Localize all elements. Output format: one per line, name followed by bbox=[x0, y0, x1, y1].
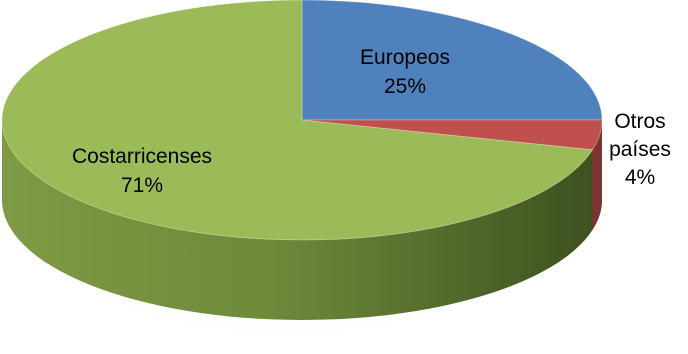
pie-side-otros bbox=[592, 120, 602, 230]
slice-name-label: países bbox=[609, 138, 671, 161]
pie-side-wall bbox=[2, 120, 602, 320]
slice-percent-label: 25% bbox=[384, 75, 426, 98]
slice-percent-label: 71% bbox=[121, 174, 163, 197]
slice-name-label: Otros bbox=[614, 110, 665, 133]
pie-slice-otros-países bbox=[301, 119, 603, 151]
data-label-otros-países: Otros países 4% bbox=[609, 110, 671, 189]
slice-percent-label: 4% bbox=[625, 166, 655, 189]
data-label-europeos: Europeos 25% bbox=[360, 46, 450, 98]
slice-name-label: Costarricenses bbox=[72, 145, 212, 168]
slice-name-label: Europeos bbox=[360, 46, 450, 69]
pie-slice-europeos bbox=[301, 0, 603, 121]
data-label-costarricenses: Costarricenses 71% bbox=[72, 145, 212, 197]
pie-slice-costarricenses bbox=[1, 0, 594, 241]
